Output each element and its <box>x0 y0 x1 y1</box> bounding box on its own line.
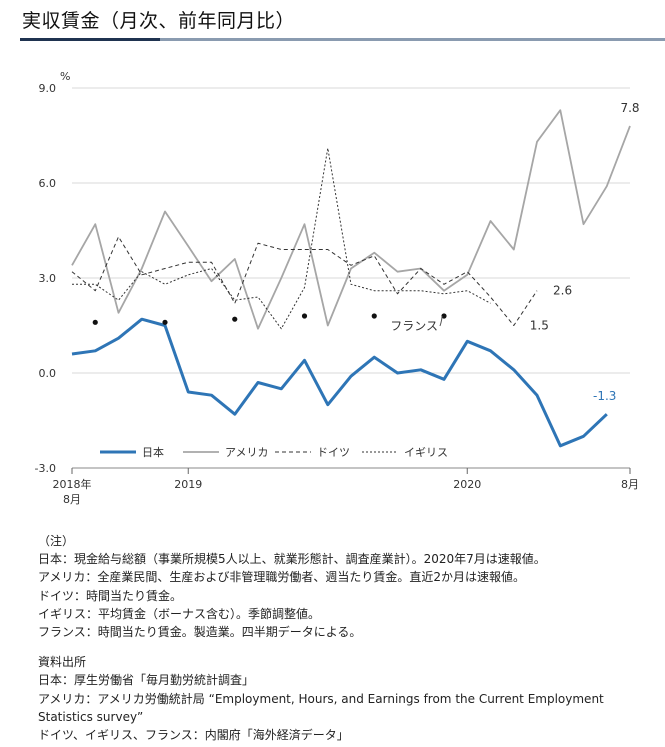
data-label: -1.3 <box>593 389 616 403</box>
data-label: 1.5 <box>530 319 549 333</box>
data-point-france <box>162 319 168 325</box>
source-line: ドイツ、イギリス、フランス：内閣府「海外経済データ」 <box>38 728 349 743</box>
legend-label: イギリス <box>404 446 448 459</box>
note-line: イギリス：平均賃金（ボーナス含む）。季節調整値。 <box>38 606 321 621</box>
y-tick-label: -3.0 <box>35 462 56 475</box>
data-labels: 7.8 2.6 1.5 -1.3 フランス <box>390 101 639 403</box>
x-tick-label: 8月 <box>621 478 639 491</box>
y-axis-unit: % <box>60 70 70 83</box>
series-lines <box>71 109 631 448</box>
source-line: 日本：厚生労働省「毎月勤労統計調査」 <box>38 673 255 688</box>
note-line: ドイツ：時間当たり賃金。 <box>38 588 183 603</box>
legend-label: ドイツ <box>317 446 350 459</box>
title-underline <box>20 38 665 41</box>
data-label: 2.6 <box>553 284 572 298</box>
line-chart: 9.0 6.0 3.0 0.0 -3.0% 2018年 8月 2019 2020 8月 7.8 2.… <box>35 70 640 506</box>
series-line-germany <box>71 236 538 326</box>
data-point-france <box>441 313 447 319</box>
axes: 9.0 6.0 3.0 0.0 -3.0% 2018年 8月 2019 2020 8月 <box>35 70 639 506</box>
data-point-france <box>371 313 377 319</box>
note-line: アメリカ：全産業民間、生産および非管理職労働者、週当たり賃金。直近2か月は速報値… <box>38 570 526 585</box>
notes-section: （注） 日本：現金給与総額（事業所規模5人以上、就業形態計、調査産業計）。202… <box>38 532 658 744</box>
page-title: 実収賃金（月次、前年同月比） <box>22 10 296 32</box>
x-tick-label: 2019 <box>174 478 202 491</box>
legend-label: アメリカ <box>225 446 268 459</box>
series-line-japan <box>71 317 608 448</box>
x-tick-label: 2018年 <box>53 477 92 491</box>
series-line-uk <box>72 147 491 330</box>
data-label: フランス <box>390 319 438 333</box>
x-tick-sublabel: 8月 <box>63 493 81 506</box>
france-leader-line <box>439 315 443 327</box>
note-line: 日本：現金給与総額（事業所規模5人以上、就業形態計、調査産業計）。2020年7月… <box>38 552 546 567</box>
notes-heading: （注） <box>38 534 75 548</box>
series-line-usa <box>71 109 631 330</box>
y-tick-label: 6.0 <box>39 177 57 190</box>
y-tick-label: 0.0 <box>39 367 57 380</box>
y-tick-label: 3.0 <box>39 272 57 285</box>
x-tick-label: 2020 <box>453 478 481 491</box>
gridlines <box>72 87 630 469</box>
data-point-france <box>232 316 238 322</box>
source-heading: 資料出所 <box>38 655 87 670</box>
note-line: フランス：時間当たり賃金。製造業。四半期データによる。 <box>38 625 362 640</box>
source-line: アメリカ：アメリカ労働統計局 “Employment, Hours, and E… <box>38 691 604 724</box>
data-label: 7.8 <box>620 101 639 115</box>
legend: 日本 アメリカ ドイツ イギリス <box>100 445 448 459</box>
data-point-france <box>92 319 98 325</box>
data-point-france <box>301 313 308 319</box>
legend-label: 日本 <box>142 445 164 459</box>
title-underline-accent <box>20 38 160 41</box>
y-tick-label: 9.0 <box>39 82 57 95</box>
